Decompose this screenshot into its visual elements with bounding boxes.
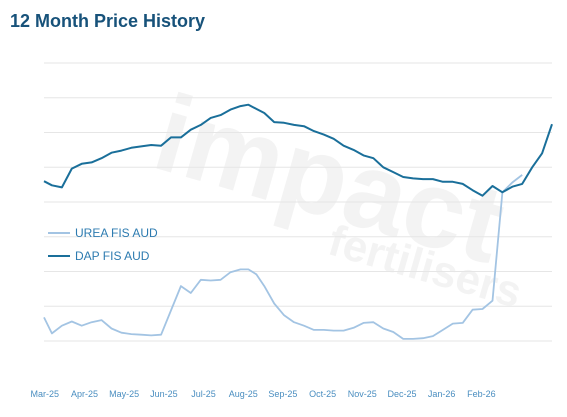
gridlines [44,62,552,342]
x-tick-label: Apr-25 [71,389,98,399]
legend: UREA FIS AUD DAP FIS AUD [48,226,158,263]
series-line-urea-fis-aud [43,174,523,340]
x-tick-label: Jun-25 [150,389,178,399]
x-tick-label: Nov-25 [348,389,377,399]
x-tick-label: Sep-25 [268,389,297,399]
x-tick-label: Mar-25 [31,389,60,399]
x-tick-label: Dec-25 [387,389,416,399]
x-tick-label: Jan-26 [428,389,456,399]
series-line-dap-fis-aud [43,103,553,197]
x-tick-label: Feb-26 [467,389,496,399]
series-lines [43,103,553,340]
chart-title: 12 Month Price History [10,11,206,31]
x-tick-label: Aug-25 [229,389,258,399]
x-axis-ticks: Mar-25 Apr-25 May-25 Jun-25 Jul-25 Aug-25 Sep-… [31,389,496,399]
legend-label: UREA FIS AUD [75,226,158,240]
x-tick-label: May-25 [109,389,139,399]
x-tick-label: Oct-25 [309,389,336,399]
x-tick-label: Jul-25 [191,389,216,399]
legend-label: DAP FIS AUD [75,249,150,263]
